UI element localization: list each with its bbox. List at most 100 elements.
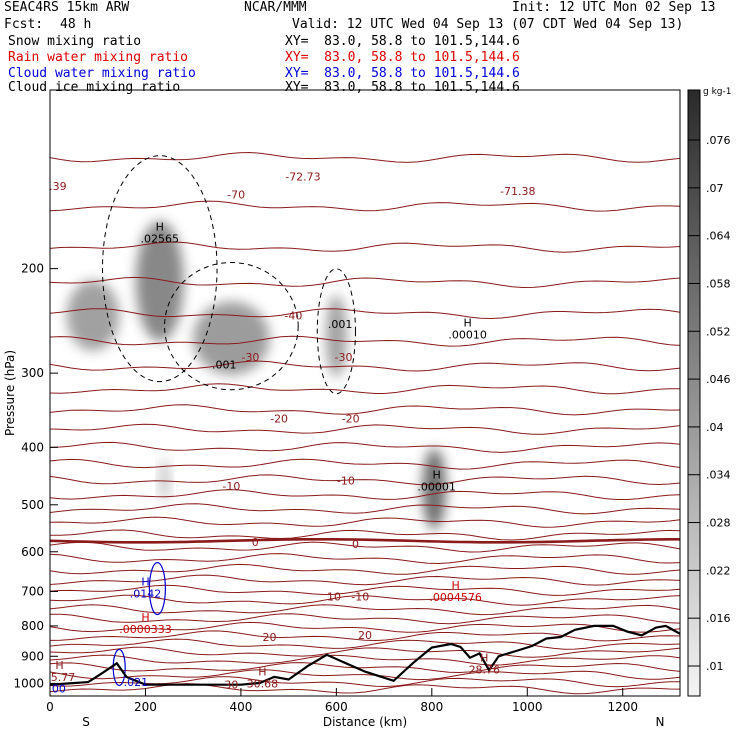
extremum-mark: H [55,659,63,672]
isotherm-line [50,654,680,666]
isotherm-line [50,613,680,625]
extremum-mark: H [156,221,164,234]
extremum-mark: H [480,652,488,665]
extremum-value: .02565 [141,233,180,246]
extremum-value: 28.76 [469,664,501,677]
isotherm-label: 20 [358,629,372,642]
isotherm-label: -30 [241,351,259,364]
isotherm-line [50,630,680,642]
extremum-mark: H [258,665,266,678]
isotherm-line [50,200,680,212]
isotherm-line [50,441,680,453]
x-tick-label: 600 [325,700,348,714]
snow-core-5 [422,448,447,530]
y-tick-label: 600 [21,545,44,559]
isotherm-line [50,638,680,650]
isotherm-line [50,646,680,658]
isotherm-line [50,553,680,565]
isotherm-line [50,474,680,486]
cloud-water-contour [112,648,126,687]
isotherm-line [50,683,680,695]
field-rain-xy: XY= 83.0, 58.8 to 101.5,144.6 [285,50,520,65]
x-tick-label: 1000 [512,700,543,714]
isotherm-label: -10 [351,591,369,604]
isotherm-line [50,360,680,372]
y-tick-label: 200 [21,262,44,276]
ice-outline-1 [316,268,356,395]
y-tick-label: 300 [21,366,44,380]
extremum-value: .0000333 [119,623,172,636]
extremum-value: 25.77 [44,671,76,684]
y-tick-label: 800 [21,619,44,633]
y-tick-label: 700 [21,585,44,599]
extremum-value: .001 [328,318,353,331]
isotherm-line [50,335,680,347]
isotherm-label: -20 [342,413,360,426]
snow-core-2 [193,301,270,375]
field-cloudwater-xy: XY= 83.0, 58.8 to 101.5,144.6 [285,66,520,81]
snow-core-0 [66,280,120,351]
isotherm-line [50,529,680,541]
extremum-value: .00 [48,683,66,696]
isotherm-label: 20 [263,631,277,644]
org-label: NCAR/MMM [244,0,307,15]
snow-core-1 [135,221,184,342]
isotherm-line [50,662,680,674]
plot-frame [49,89,681,697]
field-snow-name: Snow mixing ratio [8,34,142,49]
isotherm-line [50,383,680,395]
snow-core-4 [159,458,170,503]
x-axis-title: Distance (km) [323,715,407,729]
isotherm-line [50,404,680,416]
isotherm-line [50,563,680,575]
isotherm-label: -30 [335,351,353,364]
colorbar-tick-label: .028 [706,517,731,530]
terrain-line [50,624,680,686]
extremum-value: 30.68 [247,677,279,690]
isotherm-label: -70 [227,188,245,201]
colorbar-tick-label: .016 [706,612,731,625]
isotherm-line [50,574,680,586]
extremum-mark: H [432,469,440,482]
colorbar-tick-label: .04 [706,421,724,434]
extremum-value: .001 [212,358,237,371]
zero-isotherm [50,538,680,544]
isotherm-line [50,151,680,163]
y-tick-label: 1000 [13,676,44,690]
colorbar-tick-label: .046 [706,373,731,386]
colorbar-tick-label: .076 [706,134,731,147]
isotherm-line [50,458,680,470]
model-title: SEAC4RS 15km ARW [4,0,130,15]
field-cloudwater-name: Cloud water mixing ratio [8,66,196,81]
y-tick-label: 500 [21,498,44,512]
isotherm-line [50,489,680,500]
ice-outline-0 [101,155,218,383]
x-tick-label: 0 [46,700,54,714]
isotherm-line [50,594,680,606]
valid-time: Valid: 12 UTC Wed 04 Sep 13 (07 CDT Wed … [292,17,684,32]
field-cloudice-xy: XY= 83.0, 58.8 to 101.5,144.6 [285,80,520,95]
colorbar [687,89,701,697]
y-tick-label: 400 [21,440,44,454]
y-tick-label: 900 [21,649,44,663]
isotherm-line [50,308,680,320]
isotherm-line [50,503,680,515]
isotherm-label: 30 [224,679,238,692]
extremum-value: .00001 [417,481,456,494]
extremum-mark: H [141,611,149,624]
colorbar-tick-label: .052 [706,325,731,338]
isotherm-label: -5.39 [38,180,66,193]
extremum-mark: H [141,575,149,588]
extremum-value: .0142 [130,587,162,600]
extremum-value: .021 [124,676,149,689]
isotherm-label: -71.38 [500,185,535,198]
isotherm-label: -10 [222,480,240,493]
x-tick-label: 200 [134,700,157,714]
colorbar-tick-label: .058 [706,277,731,290]
isotherm-label: -40 [284,310,302,323]
field-snow-xy: XY= 83.0, 58.8 to 101.5,144.6 [285,34,520,49]
colorbar-tick-label: .064 [706,230,731,243]
colorbar-unit: g kg-1 [703,87,731,97]
x-end-label-north: N [656,715,665,729]
